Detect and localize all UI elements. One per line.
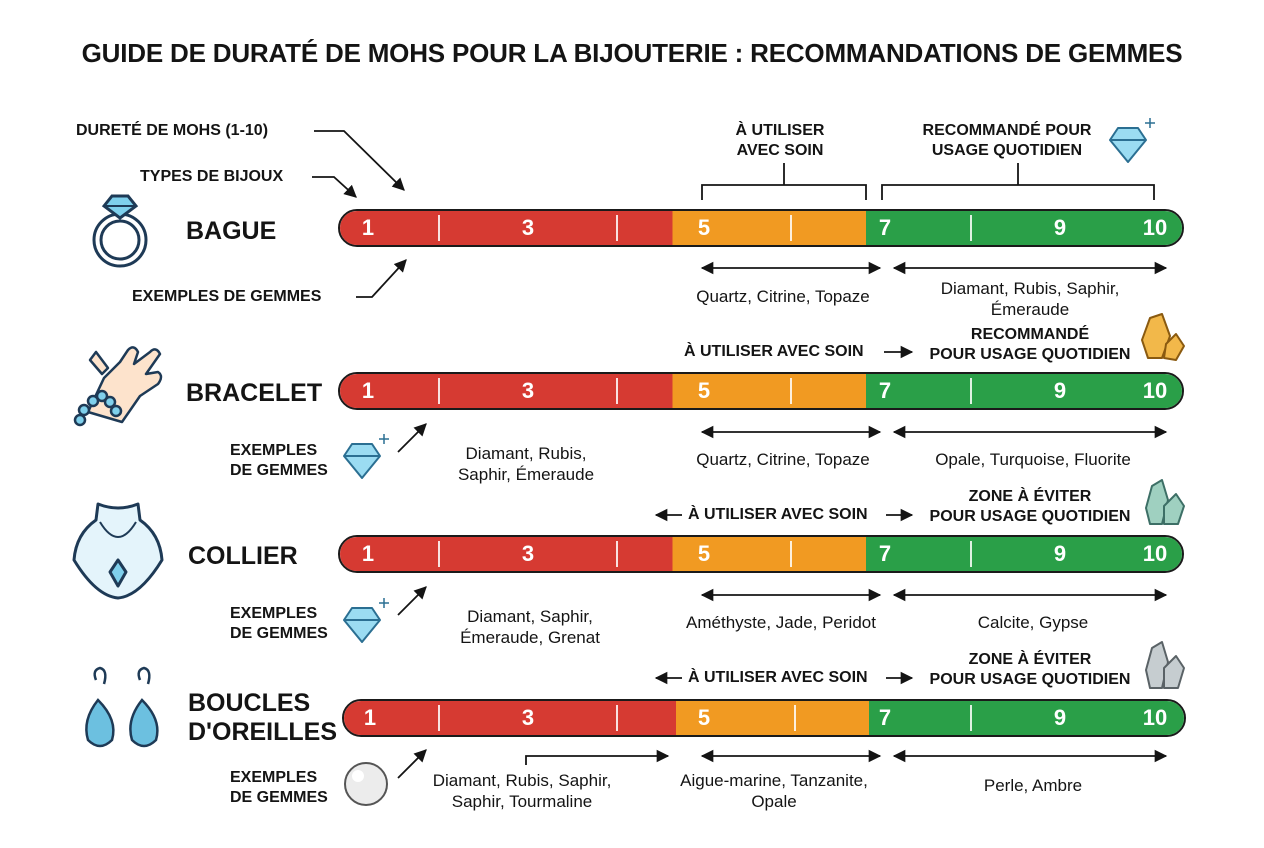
row-label-boucles: BOUCLES D'OREILLES (188, 689, 338, 746)
scale-number: 10 (1142, 215, 1168, 240)
gems-high-bracelet: Opale, Turquoise, Fluorite (935, 450, 1131, 469)
legend-types-connector (312, 176, 357, 198)
scale-number: 9 (1053, 705, 1067, 730)
gems-high-collier: Calcite, Gypse (977, 613, 1089, 632)
scale-number: 3 (521, 215, 535, 240)
mohs-scale-bar-bague: 1 3 5 7 9 10 (338, 209, 1184, 247)
sparkle-icon (379, 598, 389, 608)
gems-mid-collier: Améthyste, Jade, Peridot (686, 613, 876, 632)
pearl-icon (344, 762, 388, 806)
examples-label-collier: EXEMPLES DE GEMMES (230, 605, 328, 642)
care-label-bague: À UTILISER AVEC SOIN (735, 122, 825, 159)
care-label-bracelet: À UTILISER AVEC SOIN (684, 343, 864, 360)
examples-label-boucles: EXEMPLES DE GEMMES (230, 769, 328, 806)
scale-number: 3 (521, 378, 535, 403)
scale-number: 5 (697, 705, 711, 730)
gems-low-collier: Diamant, Saphir, Émeraude, Grenat (460, 607, 600, 647)
ring-icon (92, 194, 148, 268)
scale-number: 7 (878, 705, 892, 730)
green-crystal-icon (1145, 479, 1185, 525)
row-label-bracelet: BRACELET (186, 379, 323, 407)
scale-number: 9 (1053, 541, 1067, 566)
scale-number: 3 (521, 705, 535, 730)
mohs-scale-bar-boucles: 1 3 5 7 9 10 (342, 699, 1186, 737)
mohs-scale-bar-bracelet: 1 3 5 7 9 10 (338, 372, 1184, 410)
scale-number: 3 (521, 541, 535, 566)
legend-mohs-connector (314, 130, 405, 191)
gems-high-bague: Diamant, Rubis, Saphir, Émeraude (940, 279, 1120, 319)
care-label-collier: À UTILISER AVEC SOIN (688, 506, 868, 523)
scale-number: 1 (361, 378, 375, 403)
mohs-scale-bar-collier: 1 3 5 7 9 10 (338, 535, 1184, 573)
gems-mid-bague: Quartz, Citrine, Topaze (696, 287, 870, 306)
scale-number: 5 (697, 541, 711, 566)
amber-crystal-icon (1141, 313, 1185, 361)
gems-high-boucles: Perle, Ambre (983, 776, 1083, 795)
zone-label-boucles: ZONE À ÉVITER POUR USAGE QUOTIDIEN (929, 651, 1131, 688)
legend-mohs-label: DURETÉ DE MOHS (1-10) (76, 122, 269, 139)
scale-number: 7 (878, 541, 892, 566)
scale-number: 10 (1142, 541, 1168, 566)
grey-crystal-icon (1145, 641, 1185, 689)
legend-examples-connector (356, 259, 407, 298)
scale-number: 1 (361, 541, 375, 566)
legend-types-label: TYPES DE BIJOUX (140, 168, 284, 185)
hand-bracelet-icon (73, 346, 163, 427)
zone-label-collier: ZONE À ÉVITER POUR USAGE QUOTIDIEN (929, 488, 1131, 525)
row-label-collier: COLLIER (188, 542, 298, 570)
necklace-icon (72, 502, 164, 600)
scale-number: 9 (1053, 378, 1067, 403)
care-bracket-bague (701, 184, 867, 200)
scale-number: 7 (878, 378, 892, 403)
diamond-icon (343, 607, 381, 643)
gems-mid-bracelet: Quartz, Citrine, Topaze (696, 450, 870, 469)
examples-label-bracelet: EXEMPLES DE GEMMES (230, 442, 328, 479)
scale-number: 10 (1142, 378, 1168, 403)
earrings-icon (85, 666, 159, 748)
scale-number: 5 (697, 215, 711, 240)
scale-number: 7 (878, 215, 892, 240)
sparkle-icon (379, 434, 389, 444)
row-label-bague: BAGUE (186, 217, 277, 245)
scale-number: 10 (1142, 705, 1168, 730)
zone-label-bracelet: RECOMMANDÉ POUR USAGE QUOTIDIEN (929, 326, 1131, 363)
gems-mid-boucles: Aigue-marine, Tanzanite, Opale (680, 771, 868, 811)
zone-bracket-bague (881, 184, 1155, 200)
scale-number: 1 (361, 215, 375, 240)
gems-low-boucles: Diamant, Rubis, Saphir, Saphir, Tourmali… (432, 771, 612, 811)
sparkle-icon (1145, 118, 1155, 128)
care-label-boucles: À UTILISER AVEC SOIN (688, 669, 868, 686)
legend-examples-label: EXEMPLES DE GEMMES (132, 288, 322, 305)
page-title: GUIDE DE DURATÉ DE MOHS POUR LA BIJOUTER… (81, 38, 1183, 68)
diamond-icon (343, 443, 381, 479)
gems-low-bracelet: Diamant, Rubis, Saphir, Émeraude (457, 444, 595, 484)
zone-label-bague: RECOMMANDÉ POUR USAGE QUOTIDIEN (922, 122, 1092, 159)
scale-number: 1 (363, 705, 377, 730)
scale-number: 5 (697, 378, 711, 403)
scale-number: 9 (1053, 215, 1067, 240)
diamond-icon (1109, 127, 1147, 163)
